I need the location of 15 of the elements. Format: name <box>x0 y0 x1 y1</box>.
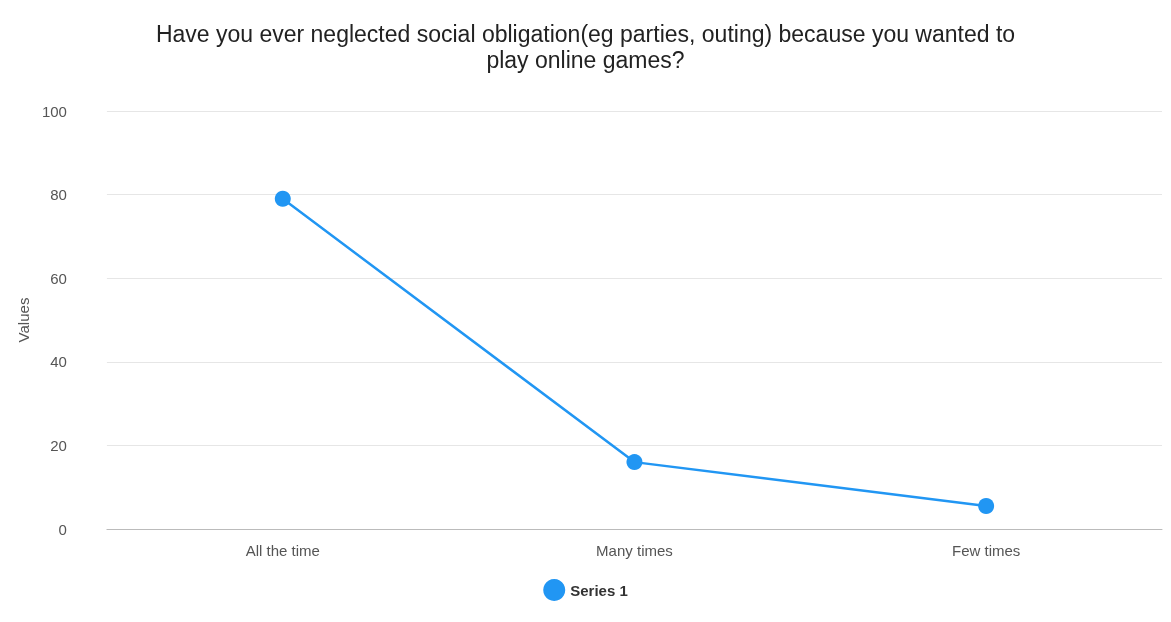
x-tick-label: Many times <box>596 542 673 559</box>
y-axis-title: Values <box>15 297 32 343</box>
y-tick-label: 20 <box>50 436 67 454</box>
y-tick-label: 40 <box>50 353 67 371</box>
x-tick-label: Few times <box>951 542 1021 559</box>
chart-title: Have you ever neglected social obligation(eg parties, outing) because you wanted to play online games? <box>155 21 1016 73</box>
y-tick-label: 60 <box>50 269 67 287</box>
legend-label: Series 1 <box>570 581 628 599</box>
point <box>626 454 643 471</box>
y-tick-label: 0 <box>58 520 67 538</box>
y-tick-label: 100 <box>41 102 67 120</box>
point <box>274 190 291 207</box>
point <box>978 498 995 515</box>
y-tick-label: 80 <box>50 186 67 204</box>
x-tick-label: All the time <box>245 542 320 559</box>
